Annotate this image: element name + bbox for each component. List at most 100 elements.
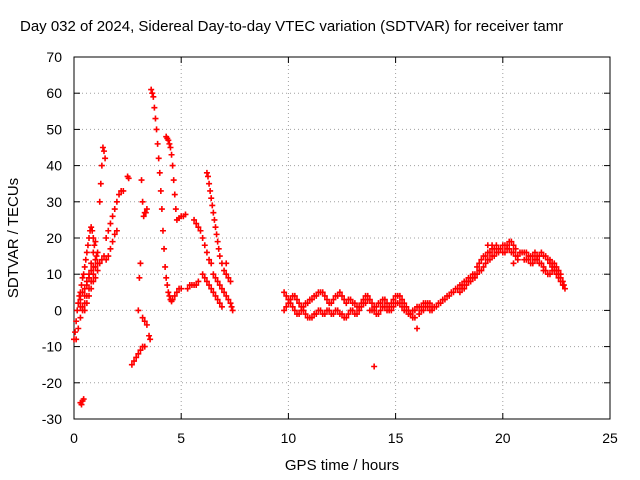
data-point [164,282,171,289]
data-point [291,307,298,314]
data-point [75,325,82,332]
data-point [75,300,82,307]
data-point [203,169,210,176]
data-point [411,307,418,314]
data-point [463,282,470,289]
data-point [89,227,96,234]
data-point [328,300,335,307]
data-point [366,296,373,303]
data-point [371,307,378,314]
data-point [298,303,305,310]
data-point [94,249,101,256]
data-point [92,238,99,245]
data-point [553,267,560,274]
data-point [319,289,326,296]
data-point [216,300,223,307]
data-point [364,292,371,299]
data-point [214,238,221,245]
data-point [407,311,414,318]
data-point [150,93,157,100]
data-point [155,155,162,162]
data-point [120,187,127,194]
x-tick-label: 25 [602,430,618,446]
data-point [92,263,99,270]
y-tick-label: -30 [42,411,62,427]
data-point [94,267,101,274]
data-point [201,242,208,249]
data-point [399,296,406,303]
data-point [88,278,95,285]
data-point [486,256,493,263]
data-point [474,271,481,278]
data-point [369,300,376,307]
data-point [213,231,220,238]
data-point [148,86,155,93]
data-point [441,296,448,303]
data-point [73,336,80,343]
data-point [358,300,365,307]
data-point [165,137,172,144]
data-point [81,300,88,307]
data-point [78,401,85,408]
data-point [98,162,105,169]
data-point [105,253,112,260]
data-point [371,363,378,370]
data-point [178,285,185,292]
data-point [390,303,397,310]
data-point [300,307,307,314]
data-point [538,260,545,267]
data-point [381,303,388,310]
data-point [476,260,483,267]
data-point [508,238,515,245]
data-point [351,300,358,307]
data-point [218,303,225,310]
data-point [510,249,517,256]
data-point [343,314,350,321]
data-point [411,314,418,321]
data-point [542,253,549,260]
data-point [229,307,236,314]
data-point [336,289,343,296]
data-point [203,278,210,285]
data-point [546,260,553,267]
data-point [538,249,545,256]
data-point [486,249,493,256]
data-point [141,318,148,325]
data-point [334,307,341,314]
data-point [559,278,566,285]
data-point [170,177,177,184]
data-point [90,235,97,241]
data-point [281,307,288,314]
data-point [86,274,93,281]
data-point [534,256,541,263]
data-point [347,296,354,303]
data-point [480,263,487,270]
y-tick-label: 70 [46,49,62,65]
data-point [93,253,100,260]
data-point [109,213,116,220]
data-point [109,238,116,245]
data-point [206,256,213,263]
data-point [168,151,175,158]
data-point [330,311,337,318]
data-point [205,173,211,180]
data-point [210,271,217,278]
data-point [102,155,109,162]
data-point [135,307,142,314]
data-points [71,86,568,408]
data-point [166,292,173,299]
data-point [147,336,154,343]
y-tick-label: 60 [46,85,62,101]
data-point [79,307,86,314]
data-point [377,300,384,307]
data-point [214,278,221,285]
axis-ticks: 0 5 10 15 20 25 -30 -20 -10 0 10 20 30 40 50 60 70 [42,49,618,446]
data-point [152,115,159,122]
data-point [210,209,217,216]
data-point [283,292,290,299]
data-point [228,303,235,310]
data-point [171,292,178,299]
data-point [506,245,513,252]
data-point [111,231,118,238]
data-point [227,300,234,307]
